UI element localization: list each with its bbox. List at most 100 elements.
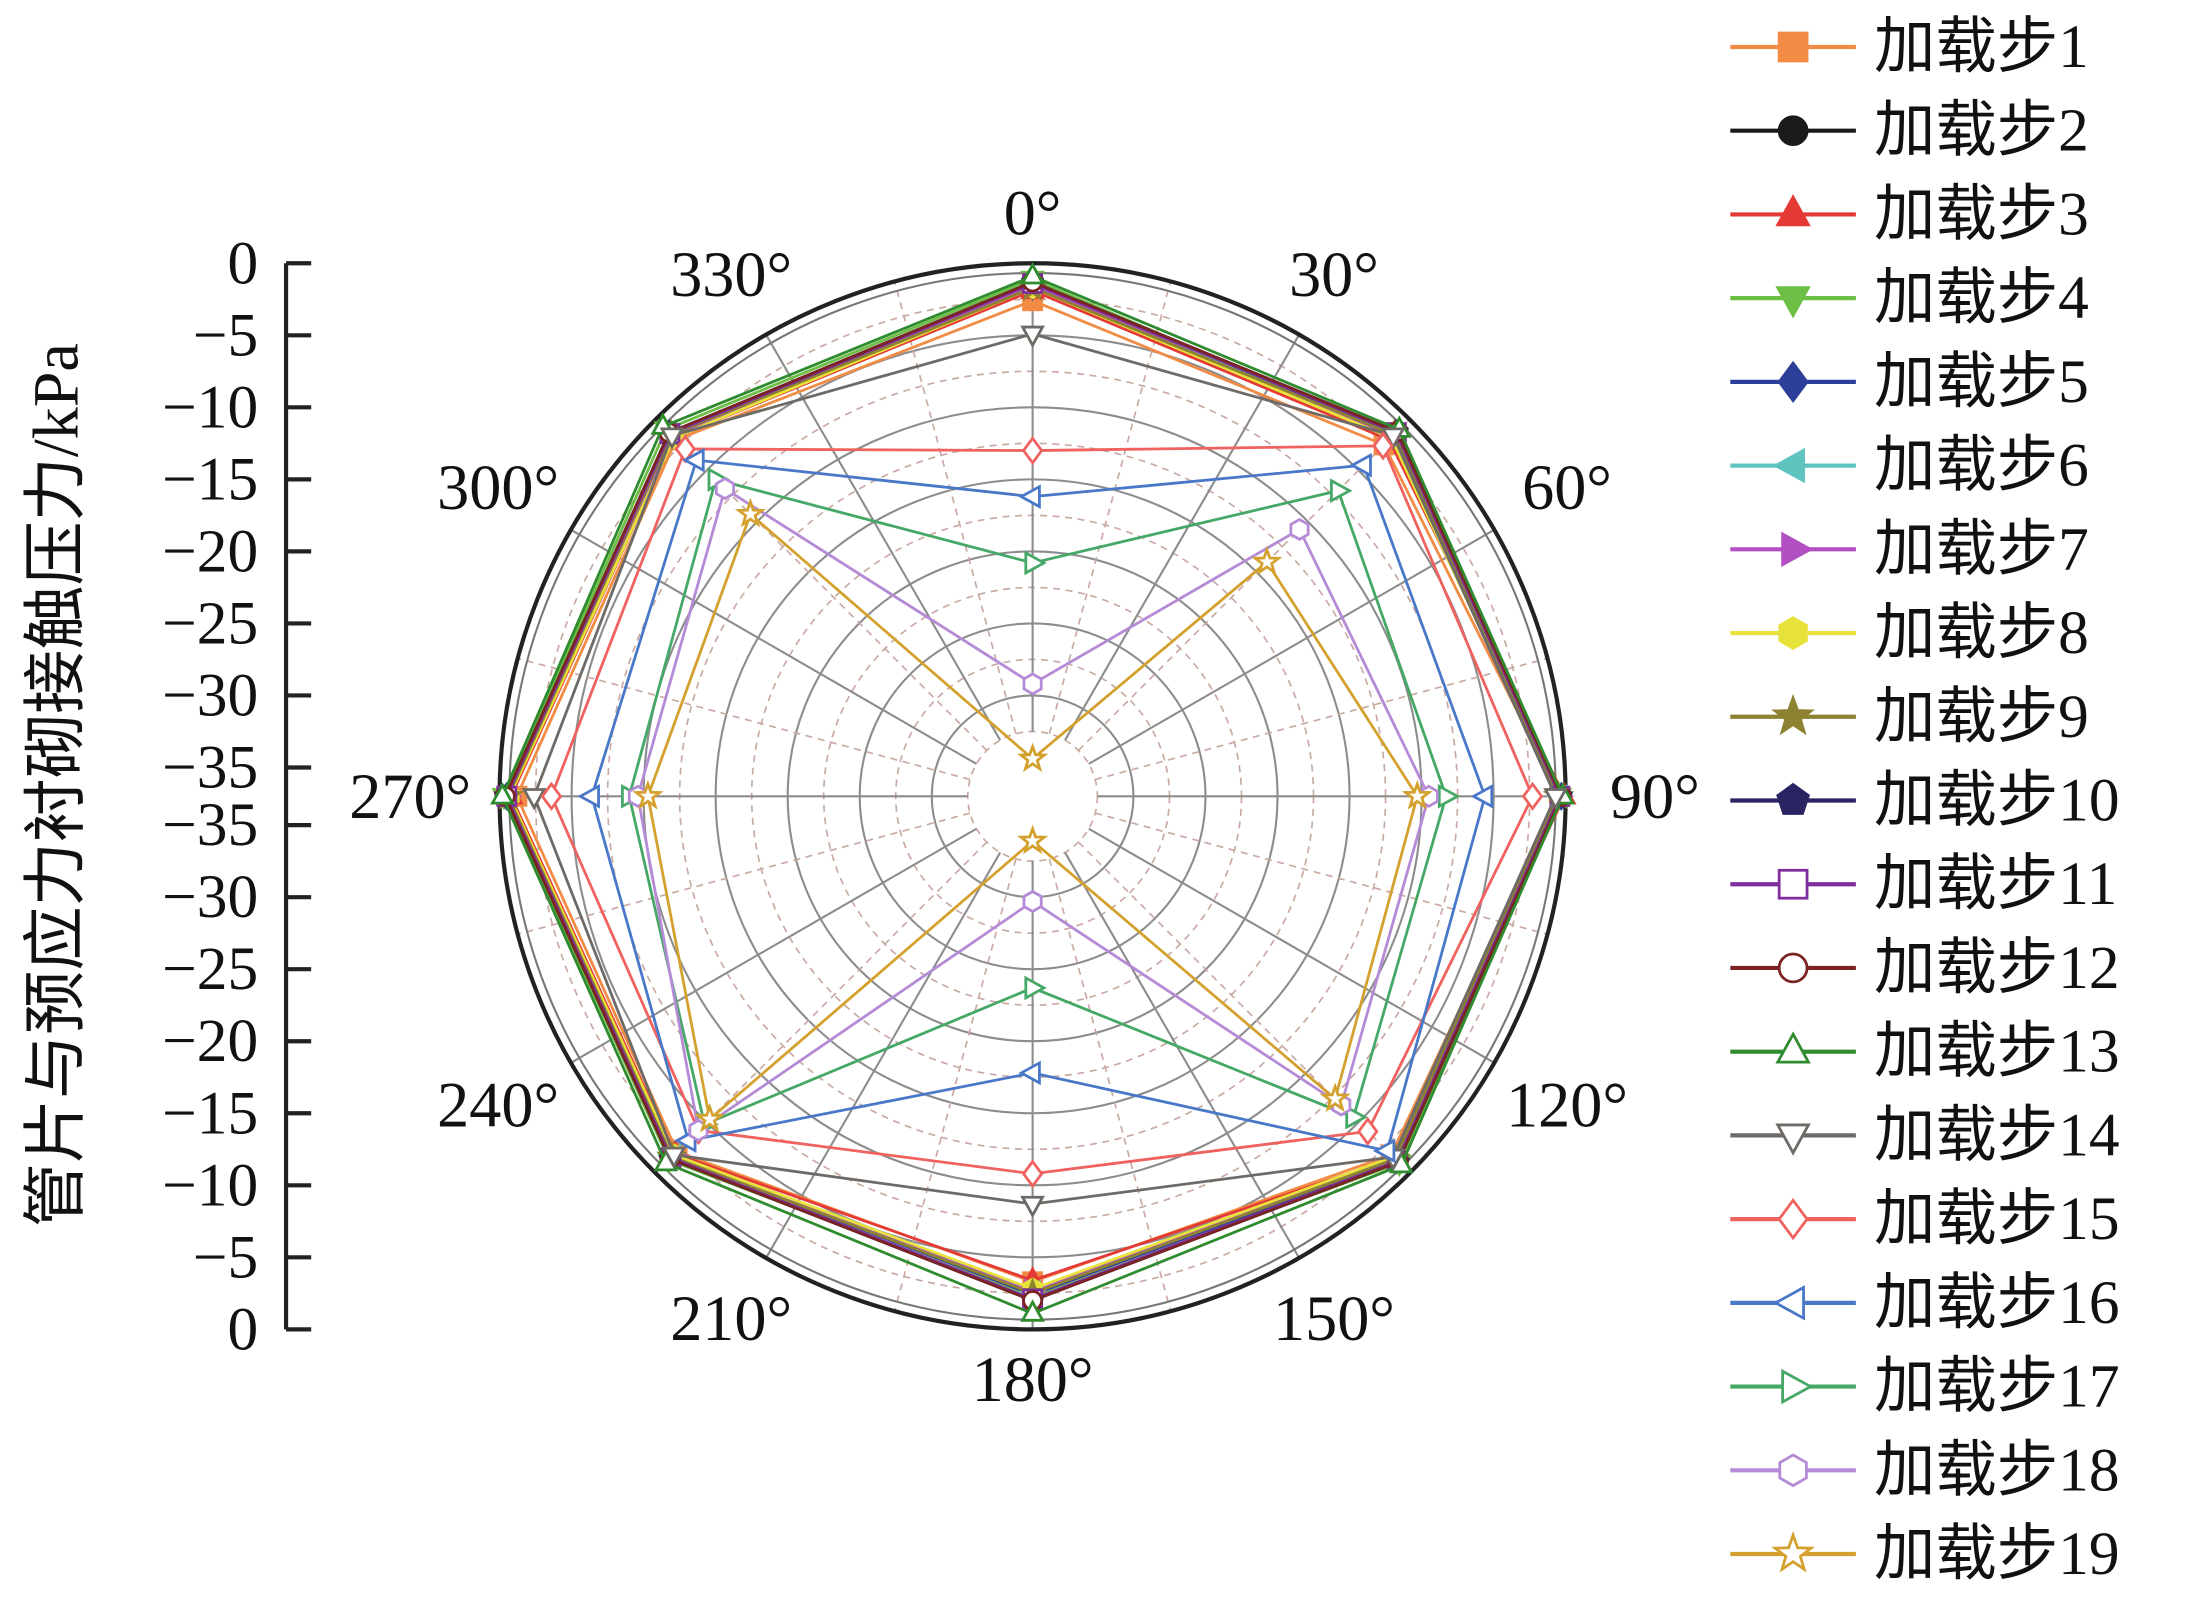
grid-spoke-major (1064, 334, 1301, 741)
series-15-point-90 (1521, 781, 1544, 811)
legend-marker (1772, 1285, 1805, 1321)
series-14 (521, 325, 1568, 1219)
grid-spoke-minor (893, 858, 1017, 1312)
legend-marker (1771, 693, 1815, 736)
radial-tick-label-lower: −10 (162, 1151, 258, 1219)
legend-item-9: 加载步9 (1730, 683, 2089, 751)
series-17 (621, 467, 1461, 1137)
grid-spoke-minor (1077, 418, 1411, 752)
legend-item-11: 加载步11 (1730, 850, 2117, 918)
legend-label: 加载步19 (1874, 1520, 2120, 1588)
series-18 (627, 477, 1439, 1143)
y-axis-title: 管片与预应力衬砌接触压力/kPa (20, 343, 91, 1227)
series-19-point-45 (1251, 545, 1283, 576)
legend-item-4: 加载步4 (1730, 264, 2089, 332)
grid-spoke-minor (1048, 281, 1172, 734)
series-15-point-0 (1021, 435, 1044, 466)
series-16-point-270 (577, 783, 600, 809)
angle-label-0: 0° (1004, 178, 1062, 249)
legend-item-2: 加载步2 (1730, 97, 2089, 165)
angle-label-60: 60° (1522, 452, 1612, 523)
legend-marker (1777, 360, 1809, 404)
legend: 加载步1 加载步2 加载步3 加载步4 加载步5 加载步6 加载步7 加载步8 加载步9 加载步1… (1730, 13, 2120, 1588)
series-15-point-45 (1372, 431, 1394, 461)
radial-tick-label-lower: 0 (227, 1295, 258, 1363)
series-14-point-180 (1020, 1195, 1045, 1219)
series-16-point-0 (1018, 484, 1041, 509)
legend-label: 加载步12 (1874, 934, 2120, 1002)
series-16-point-135 (1372, 1138, 1396, 1164)
legend-marker (1781, 1368, 1814, 1405)
legend-marker (1775, 1031, 1811, 1064)
series-17-point-90 (1437, 783, 1461, 809)
legend-item-12: 加载步12 (1730, 934, 2120, 1002)
legend-label: 加载步6 (1874, 432, 2089, 500)
legend-marker (1772, 447, 1805, 484)
radial-tick-label-lower: −25 (162, 935, 258, 1003)
series-18-point-180 (1022, 889, 1043, 914)
series-19 (632, 497, 1433, 1133)
legend-item-5: 加载步5 (1730, 348, 2089, 416)
series-19-point-315 (734, 497, 767, 528)
legend-item-7: 加载步7 (1730, 515, 2089, 583)
radial-axis: 00−5−5−10−10−15−15−20−20−25−25−30−30−35−… (162, 229, 312, 1363)
legend-label: 加载步13 (1874, 1018, 2120, 1086)
series-14-point-45 (1380, 427, 1406, 450)
series-18-point-45 (1289, 517, 1310, 542)
series-16 (577, 447, 1494, 1164)
legend-item-18: 加载步18 (1730, 1436, 2120, 1504)
radial-tick-label-upper: −20 (162, 517, 258, 585)
grid-spoke-minor (1095, 657, 1548, 781)
series-18-point-315 (714, 477, 735, 501)
series-16-point-90 (1470, 783, 1494, 809)
legend-marker (1778, 616, 1808, 651)
legend-marker (1776, 782, 1811, 815)
legend-item-6: 加载步6 (1730, 432, 2089, 500)
legend-marker (1771, 1531, 1815, 1573)
legend-marker (1775, 194, 1811, 227)
angle-label-180: 180° (972, 1344, 1094, 1415)
radial-tick-label-upper: −10 (162, 373, 258, 441)
series-13-point-180 (1020, 1299, 1045, 1322)
radial-tick-label-upper: −15 (162, 445, 258, 513)
series-14-point-270 (521, 788, 547, 811)
series-13-point-270 (490, 782, 515, 805)
legend-label: 加载步18 (1874, 1436, 2120, 1504)
legend-marker (1775, 1123, 1811, 1156)
series-15-point-180 (1021, 1159, 1044, 1189)
radial-tick-label-lower: −35 (162, 791, 258, 859)
angle-label-30: 30° (1289, 239, 1379, 310)
legend-label: 加载步14 (1874, 1101, 2120, 1169)
grid-spoke-major (1064, 851, 1301, 1259)
legend-label: 加载步9 (1874, 683, 2089, 751)
legend-item-16: 加载步16 (1730, 1269, 2120, 1337)
grid-spoke-major (765, 851, 1002, 1259)
grid-spoke-major (1088, 528, 1495, 765)
legend-item-13: 加载步13 (1730, 1018, 2120, 1086)
legend-marker (1777, 1197, 1809, 1241)
legend-item-15: 加载步15 (1730, 1185, 2120, 1253)
series-17-point-45 (1330, 478, 1353, 504)
series-16-point-180 (1018, 1060, 1041, 1086)
angle-label-240: 240° (437, 1069, 559, 1140)
radial-tick-label-lower: −5 (193, 1223, 258, 1291)
data-series (490, 262, 1577, 1322)
grid-spoke-minor (1095, 812, 1548, 936)
angle-label-270: 270° (349, 761, 471, 832)
radial-tick-label-upper: −25 (162, 589, 258, 657)
legend-label: 加载步16 (1874, 1269, 2120, 1337)
series-14-point-0 (1020, 325, 1045, 349)
legend-item-1: 加载步1 (1730, 13, 2089, 81)
legend-item-14: 加载步14 (1730, 1101, 2120, 1169)
series-17-point-0 (1024, 550, 1047, 576)
angle-label-330: 330° (670, 239, 792, 310)
legend-label: 加载步10 (1874, 766, 2120, 834)
series-14-point-90 (1543, 788, 1568, 811)
series-19-point-135 (1319, 1082, 1351, 1113)
grid-spoke-major (1088, 827, 1495, 1064)
legend-item-17: 加载步17 (1730, 1353, 2120, 1421)
radial-tick-label-upper: −5 (193, 301, 258, 369)
series-16-point-315 (682, 447, 705, 473)
legend-label: 加载步15 (1874, 1185, 2120, 1253)
